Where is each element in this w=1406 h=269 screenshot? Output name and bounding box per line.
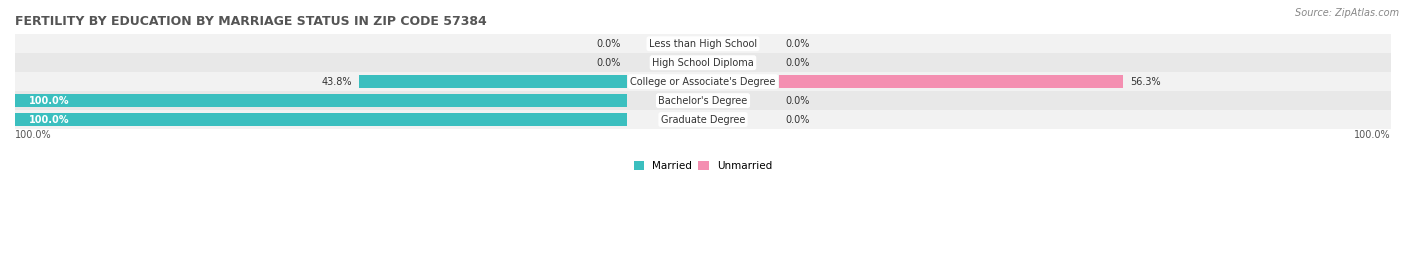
Text: 0.0%: 0.0% (596, 39, 620, 49)
Text: Less than High School: Less than High School (650, 39, 756, 49)
Bar (15, 91, 1391, 110)
Bar (779, 76, 1123, 88)
Text: Bachelor's Degree: Bachelor's Degree (658, 95, 748, 106)
Bar (15, 34, 1391, 53)
Bar (15, 53, 1391, 72)
Text: 0.0%: 0.0% (786, 58, 810, 68)
Text: High School Diploma: High School Diploma (652, 58, 754, 68)
Text: College or Associate's Degree: College or Associate's Degree (630, 77, 776, 87)
Text: 100.0%: 100.0% (15, 130, 52, 140)
Text: 100.0%: 100.0% (28, 95, 69, 106)
Legend: Married, Unmarried: Married, Unmarried (630, 157, 776, 175)
Text: Graduate Degree: Graduate Degree (661, 115, 745, 125)
Text: 100.0%: 100.0% (1354, 130, 1391, 140)
Text: 43.8%: 43.8% (322, 77, 353, 87)
Text: FERTILITY BY EDUCATION BY MARRIAGE STATUS IN ZIP CODE 57384: FERTILITY BY EDUCATION BY MARRIAGE STATU… (15, 15, 486, 28)
Text: 0.0%: 0.0% (786, 115, 810, 125)
Text: 0.0%: 0.0% (596, 58, 620, 68)
Bar (15, 114, 627, 126)
Bar (15, 110, 1391, 129)
Text: Source: ZipAtlas.com: Source: ZipAtlas.com (1295, 8, 1399, 18)
Text: 56.3%: 56.3% (1130, 77, 1161, 87)
Bar (15, 94, 627, 107)
Text: 0.0%: 0.0% (786, 95, 810, 106)
Bar (15, 72, 1391, 91)
Text: 100.0%: 100.0% (28, 115, 69, 125)
Text: 0.0%: 0.0% (786, 39, 810, 49)
Bar (359, 76, 627, 88)
